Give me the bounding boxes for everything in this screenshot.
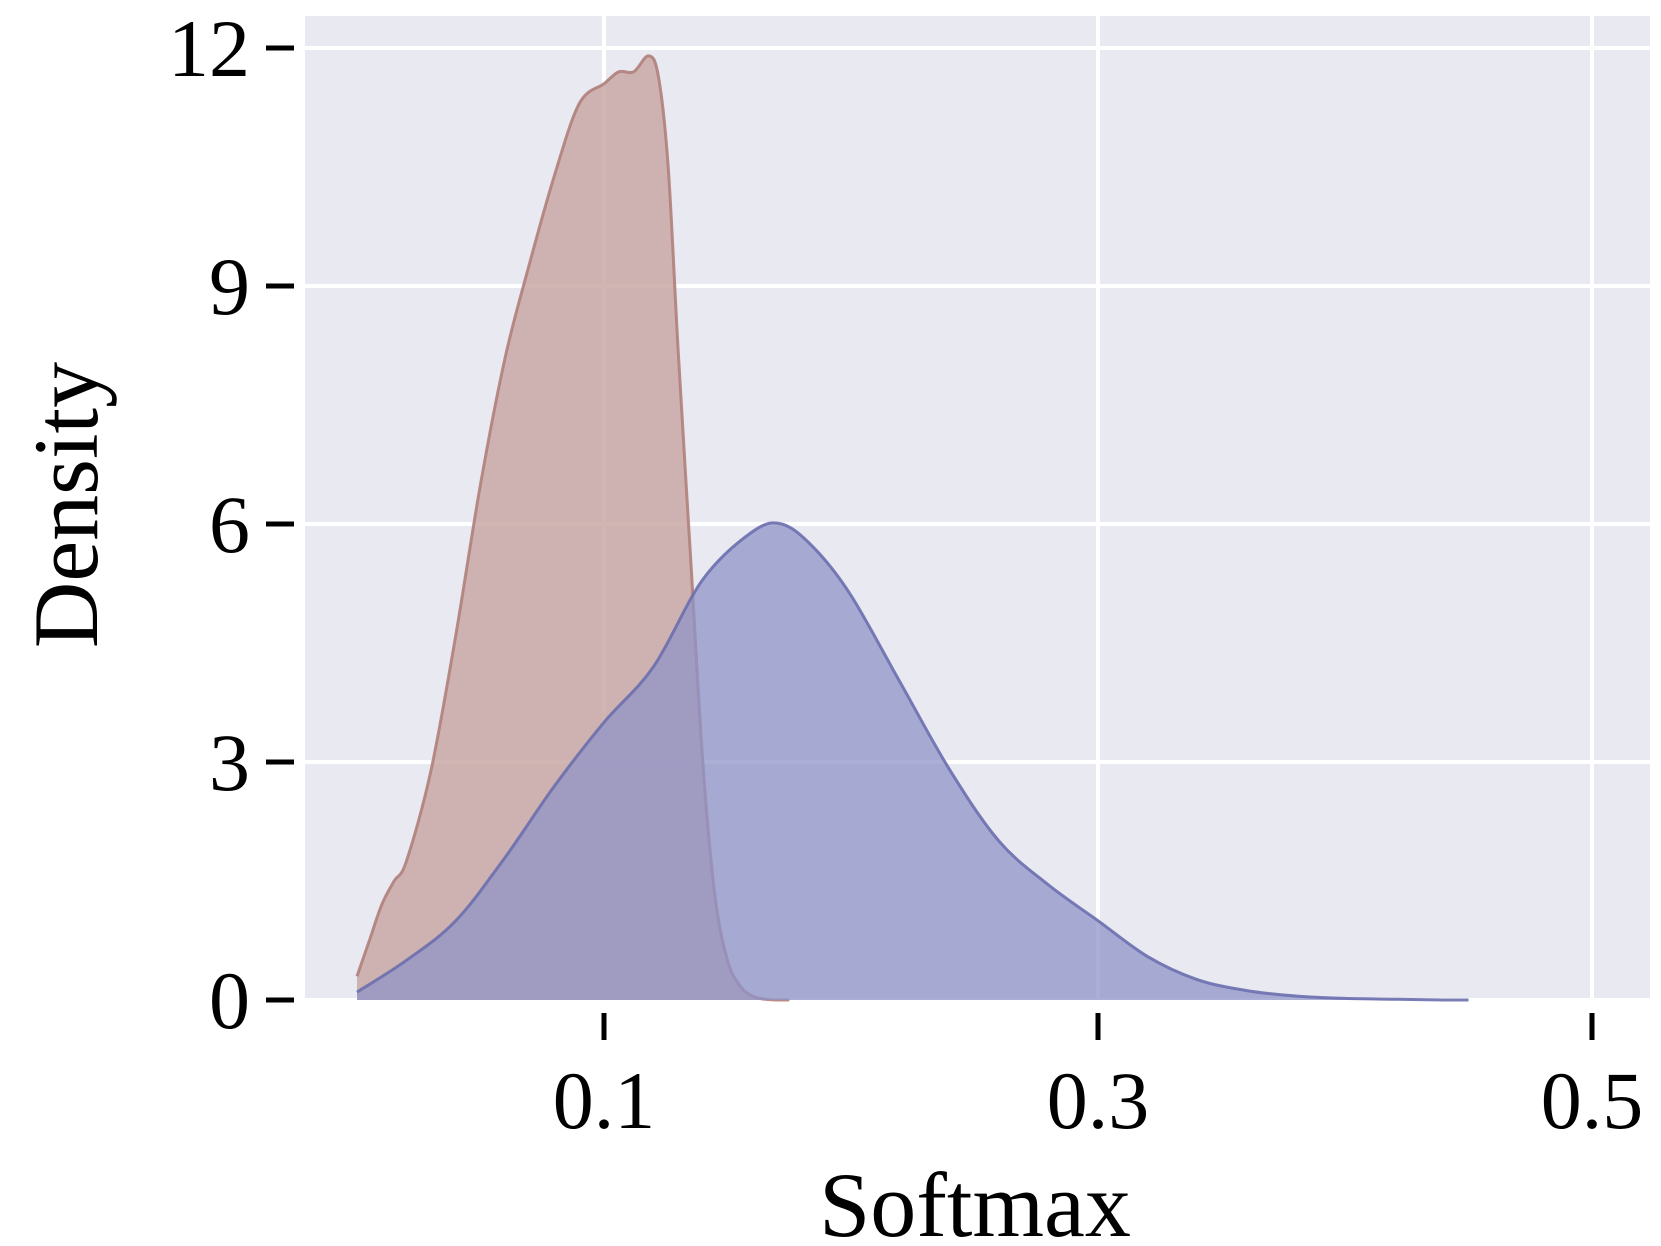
x-axis-title: Softmax — [819, 1154, 1131, 1246]
x-tick-label: 0.5 — [1541, 1055, 1644, 1146]
x-tick-label: 0.1 — [553, 1055, 656, 1146]
y-tick-label: 12 — [168, 3, 250, 94]
x-tick-label: 0.3 — [1047, 1055, 1150, 1146]
density-areas — [355, 54, 1469, 1002]
tick-labels: 0.1 0.3 0.5 0 3 6 9 12 — [168, 3, 1643, 1146]
y-tick-label: 6 — [209, 479, 250, 570]
y-tick-label: 9 — [209, 241, 250, 332]
y-axis-title: Density — [15, 362, 117, 648]
density-area-2 — [357, 522, 1469, 1001]
density-line-2 — [356, 521, 1469, 1002]
axis-ticks — [266, 45, 1595, 1040]
y-tick-label: 0 — [209, 955, 250, 1046]
y-tick-label: 3 — [209, 717, 250, 808]
